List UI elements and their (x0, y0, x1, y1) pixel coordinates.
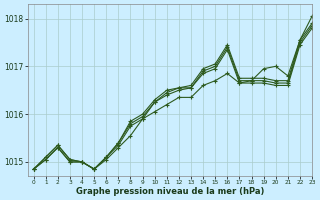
X-axis label: Graphe pression niveau de la mer (hPa): Graphe pression niveau de la mer (hPa) (76, 187, 264, 196)
